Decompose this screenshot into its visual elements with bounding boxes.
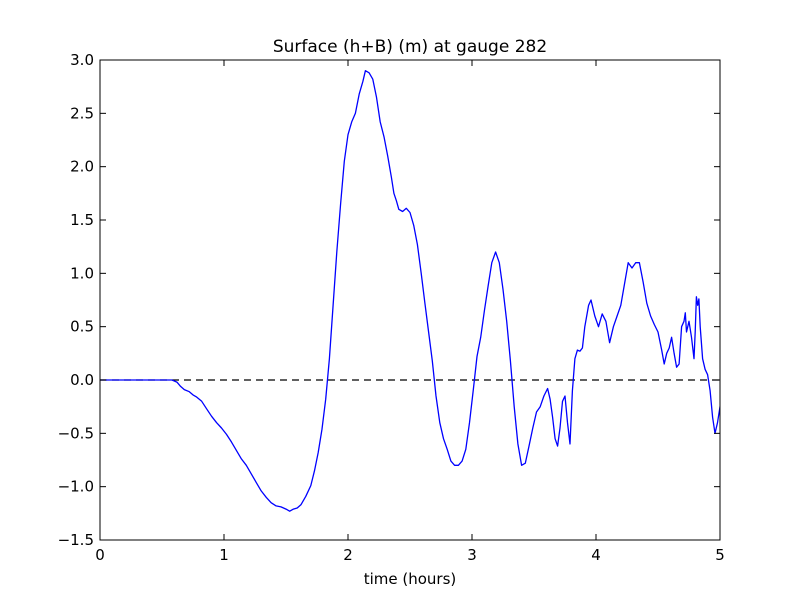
y-tick-label: 2.5 [70, 104, 94, 122]
x-tick-label: 3 [467, 546, 477, 564]
x-tick-label: 1 [219, 546, 229, 564]
y-tick-label: 0.0 [70, 371, 94, 389]
plot-area: 0 1 2 3 4 5 −1.5 −1.0 −0.5 0.0 0.5 1.0 1.5 2.0 2.5 3.0 [58, 51, 725, 564]
y-tick-label: 2.0 [70, 158, 94, 176]
x-tick-label: 4 [591, 546, 601, 564]
y-tick-label: 1.0 [70, 264, 94, 282]
x-tick-label: 5 [715, 546, 725, 564]
y-tick-label: 0.5 [70, 318, 94, 336]
x-axis-label: time (hours) [364, 570, 457, 588]
y-tick-label: −1.0 [58, 478, 94, 496]
x-tick-label: 0 [95, 546, 105, 564]
y-tick-label: −0.5 [58, 424, 94, 442]
plot-frame [99, 59, 721, 541]
series-line-0 [100, 70, 720, 512]
y-tick-label: 1.5 [70, 211, 94, 229]
y-tick-label: 3.0 [70, 51, 94, 69]
chart-title: Surface (h+B) (m) at gauge 282 [273, 37, 547, 57]
y-tick-label: −1.5 [58, 531, 94, 549]
x-tick-label: 2 [343, 546, 353, 564]
